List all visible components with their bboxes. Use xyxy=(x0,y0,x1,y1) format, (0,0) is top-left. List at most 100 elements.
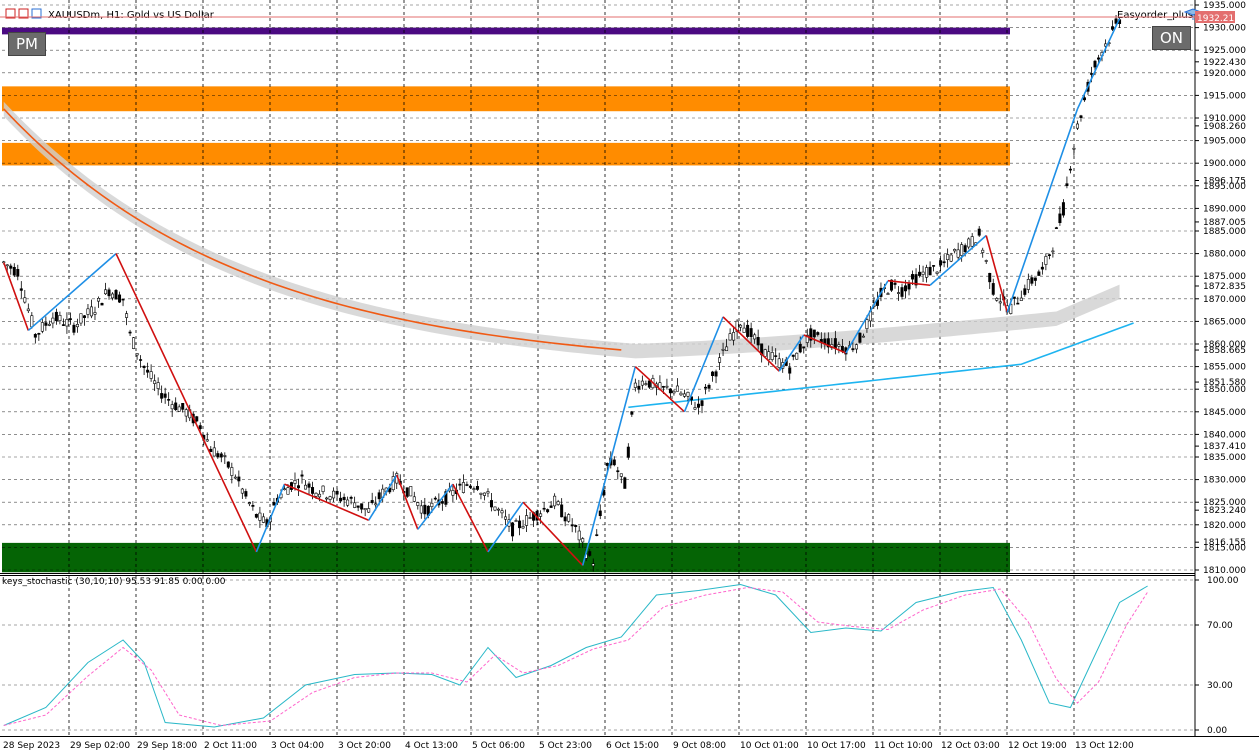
candle-body xyxy=(518,520,522,529)
zigzag-segment xyxy=(803,334,847,354)
candle-body xyxy=(1111,26,1115,30)
candle-body xyxy=(640,380,644,386)
y-tick-label: 1930.000 xyxy=(1203,24,1246,34)
candle-body xyxy=(37,333,41,335)
zigzag-segment xyxy=(487,501,524,553)
candle-body xyxy=(423,504,427,515)
candle-body xyxy=(907,283,911,290)
candle-body xyxy=(911,274,915,280)
candle-body xyxy=(626,446,630,458)
candle-body xyxy=(893,282,897,285)
candle-body xyxy=(195,416,199,422)
candle-body xyxy=(623,477,627,489)
candle-body xyxy=(68,318,72,320)
x-tick-label: 2 Oct 11:00 xyxy=(204,741,257,750)
x-tick-label: 5 Oct 23:00 xyxy=(539,741,592,750)
candle-body xyxy=(637,385,641,390)
candle-body xyxy=(177,406,181,412)
chart-icon[interactable] xyxy=(31,8,42,19)
candle-body xyxy=(960,244,964,256)
candle-body xyxy=(1097,57,1101,60)
candle-body xyxy=(574,525,578,528)
candle-body xyxy=(581,538,585,543)
candle-body xyxy=(44,322,48,326)
candle-body xyxy=(475,485,479,490)
candle-body xyxy=(212,447,216,457)
candle-body xyxy=(468,485,472,488)
zigzag-segment xyxy=(845,280,889,354)
y-tick-label: 1887.005 xyxy=(1203,218,1246,228)
candle-body xyxy=(763,349,767,357)
candle-body xyxy=(209,448,213,453)
candle-body xyxy=(240,488,244,494)
candle-body xyxy=(612,459,616,466)
candle-body xyxy=(54,311,58,322)
candle-body xyxy=(675,385,679,392)
candle-body xyxy=(325,497,329,500)
candle-body xyxy=(904,285,908,292)
candle-body xyxy=(118,294,122,303)
candle-body xyxy=(644,383,648,385)
zigzag-segment xyxy=(3,262,30,331)
candle-body xyxy=(1068,168,1072,171)
candle-body xyxy=(928,266,932,276)
candle-body xyxy=(346,499,350,506)
y-tick-label: 1915.000 xyxy=(1203,91,1246,101)
zigzag-segment xyxy=(417,483,454,530)
candle-body xyxy=(560,504,564,518)
candle-body xyxy=(889,279,893,291)
window-icon[interactable] xyxy=(18,8,29,19)
candle-body xyxy=(567,514,571,522)
candle-body xyxy=(1016,302,1020,305)
candle-body xyxy=(753,334,757,340)
candle-body xyxy=(1023,288,1027,295)
y-tick-label: 1825.000 xyxy=(1203,498,1246,508)
candle-body xyxy=(739,324,743,328)
candle-body xyxy=(135,353,139,356)
candle-body xyxy=(75,324,79,328)
candle-body xyxy=(630,411,634,415)
candle-body xyxy=(851,348,855,351)
y-tick-label: 1860.000 xyxy=(1203,340,1246,350)
candle-body xyxy=(335,490,339,495)
candle-body xyxy=(661,386,665,388)
candle-body xyxy=(300,474,304,477)
candle-body xyxy=(114,290,118,300)
candle-body xyxy=(237,476,241,482)
on-button[interactable]: ON xyxy=(1152,26,1192,50)
zigzag-segment xyxy=(683,316,724,413)
x-tick-label: 9 Oct 08:00 xyxy=(673,741,726,750)
candle-body xyxy=(598,510,602,516)
candle-body xyxy=(405,487,409,497)
zigzag-segment xyxy=(722,316,780,372)
candle-body xyxy=(111,293,115,299)
candle-body xyxy=(12,266,16,276)
y-tick-label: 1890.000 xyxy=(1203,204,1246,214)
y-tick-label: 1823.240 xyxy=(1203,506,1246,516)
candle-body xyxy=(496,508,500,511)
candle-body xyxy=(367,508,371,513)
stoch-line-signal xyxy=(3,586,1149,727)
y-tick-label: 1837.410 xyxy=(1203,442,1246,452)
pm-button[interactable]: PM xyxy=(8,32,46,56)
candle-body xyxy=(746,324,750,337)
x-tick-label: 12 Oct 19:00 xyxy=(1008,741,1067,750)
candle-body xyxy=(72,324,76,333)
y-tick-label: 1851.580 xyxy=(1203,378,1246,388)
candle-body xyxy=(549,505,553,508)
x-tick-label: 3 Oct 04:00 xyxy=(271,741,324,750)
candle-body xyxy=(1044,256,1048,265)
candle-body xyxy=(444,491,448,505)
menu-icon[interactable] xyxy=(5,8,16,19)
candle-body xyxy=(749,328,753,338)
candle-body xyxy=(261,516,265,523)
candle-body xyxy=(377,492,381,500)
candle-body xyxy=(556,501,560,505)
candle-body xyxy=(809,328,813,341)
candle-body xyxy=(360,503,364,510)
candle-body xyxy=(981,249,985,253)
current-price-label: 1932.217 xyxy=(1197,14,1240,24)
candle-body xyxy=(1072,147,1076,150)
candle-body xyxy=(816,332,820,335)
